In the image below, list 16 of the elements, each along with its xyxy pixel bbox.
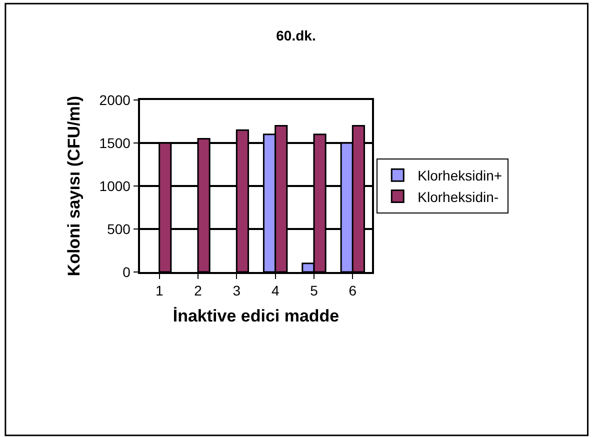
x-tick-label: 5 xyxy=(310,282,318,299)
y-tick-label: 500 xyxy=(107,220,131,237)
y-tick-label: 2000 xyxy=(99,92,131,108)
x-tick-label: 3 xyxy=(232,282,241,299)
y-axis-title: Koloni sayısı (CFU/ml) xyxy=(64,96,84,276)
x-tick-label: 2 xyxy=(194,282,202,299)
chart-title: 60.dk. xyxy=(276,27,316,44)
x-tick-label: 4 xyxy=(271,282,280,299)
x-axis-title: İnaktive edici madde xyxy=(172,306,340,326)
y-tick-label: 0 xyxy=(122,264,131,280)
x-tick-label: 1 xyxy=(155,282,164,299)
legend-label: Klorheksidin+ xyxy=(418,168,502,184)
legend-label: Klorheksidin- xyxy=(418,188,499,205)
y-tick-label: 1500 xyxy=(99,134,131,151)
y-tick-label: 1000 xyxy=(99,178,131,194)
x-tick-label: 6 xyxy=(348,282,357,299)
